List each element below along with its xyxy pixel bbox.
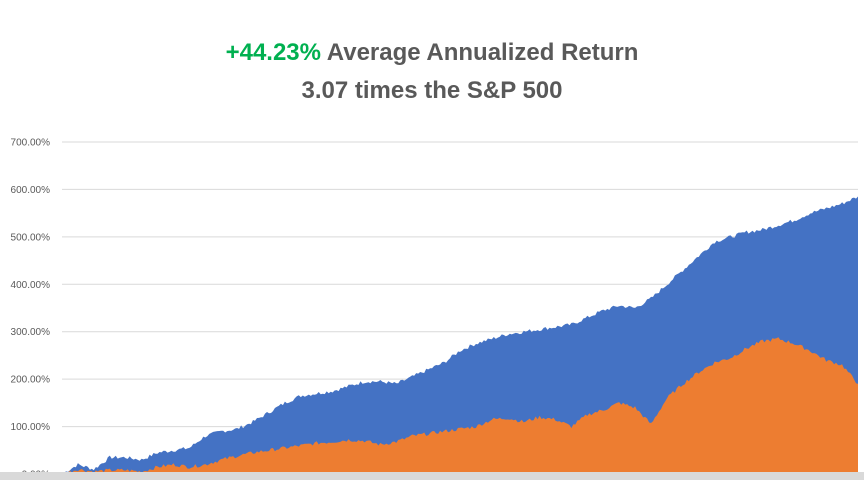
y-tick-label: 500.00% [11, 232, 51, 243]
y-tick-label: 600.00% [11, 185, 51, 196]
y-axis-ticks: 0.00%100.00%200.00%300.00%400.00%500.00%… [11, 138, 51, 480]
y-tick-label: 100.00% [11, 422, 51, 433]
series-area-1 [62, 196, 858, 474]
series-area-2 [62, 337, 858, 474]
title-line-1-text: Average Annualized Return [326, 39, 639, 66]
x-axis-bar [0, 472, 864, 480]
return-highlight: +44.23% [225, 39, 321, 66]
series-areas [62, 196, 858, 474]
chart-title: +44.23% Average Annualized Return 3.07 t… [0, 34, 864, 110]
chart-title-line-2: 3.07 times the S&P 500 [301, 77, 563, 104]
chart-title-line-1: +44.23% Average Annualized Return [0, 34, 864, 72]
y-tick-label: 300.00% [11, 327, 51, 338]
y-tick-label: 200.00% [11, 375, 51, 386]
y-tick-label: 400.00% [11, 280, 51, 291]
y-tick-label: 700.00% [11, 138, 51, 149]
